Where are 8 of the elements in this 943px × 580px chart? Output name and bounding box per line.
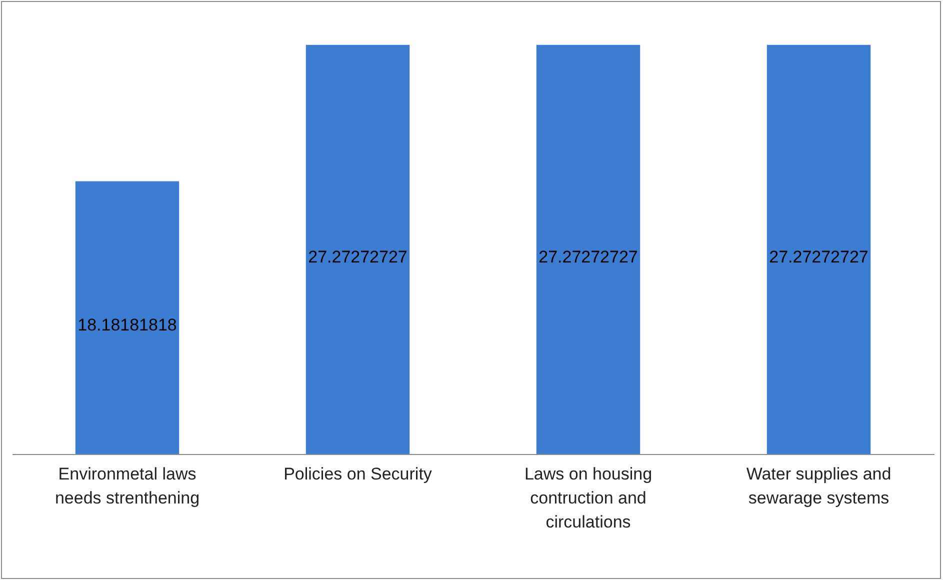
x-tick-label: Policies on Security <box>284 464 432 484</box>
data-label: 27.27272727 <box>308 247 408 266</box>
x-tick-label: Water supplies and sewarage systems <box>746 464 892 508</box>
x-tick-label: Environmetal laws needs strenthening <box>54 464 200 508</box>
data-label: 27.27272727 <box>538 247 638 266</box>
data-label: 18.18181818 <box>78 316 177 335</box>
x-tick-label: Laws on housing contruction and circulations <box>524 464 652 532</box>
data-label: 27.27272727 <box>769 247 868 266</box>
